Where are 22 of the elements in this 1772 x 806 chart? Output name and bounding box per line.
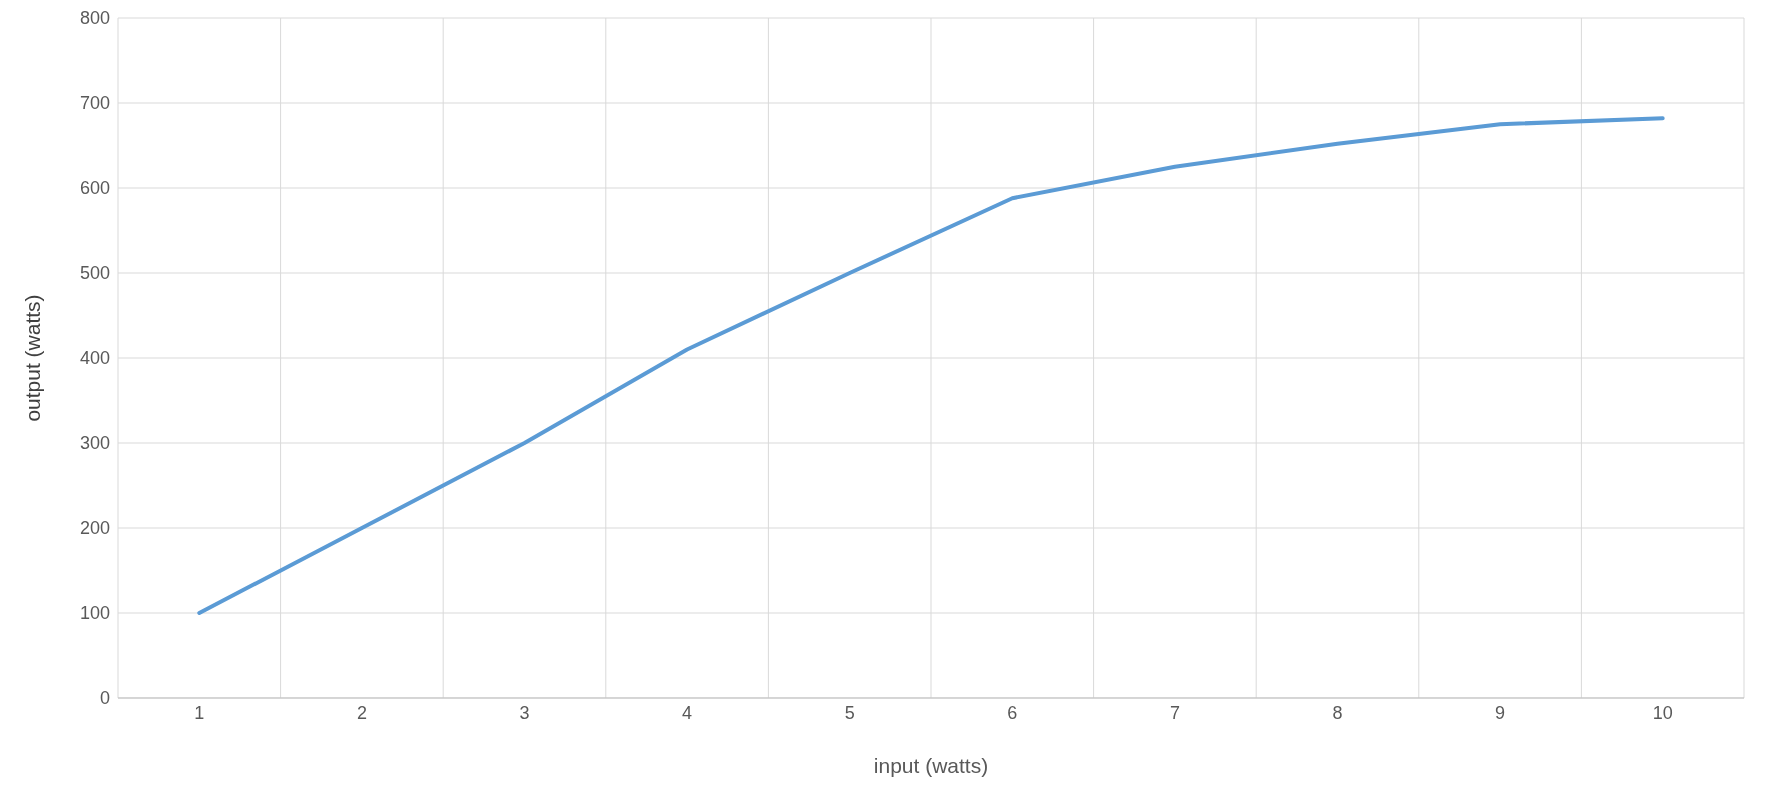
x-tick-label: 2 [356, 702, 367, 723]
y-axis-title: output (watts) [21, 294, 45, 422]
x-axis-title: input (watts) [873, 754, 989, 777]
x-tick-label: 9 [1495, 702, 1506, 723]
x-tick-label: 8 [1332, 702, 1343, 723]
x-tick-label: 1 [194, 702, 205, 723]
y-tick-label: 700 [79, 93, 110, 114]
line-series [197, 116, 1665, 615]
y-tick-label: 100 [79, 603, 110, 624]
y-tick-label: 200 [79, 518, 110, 539]
x-tick-label: 6 [1007, 702, 1018, 723]
x-tick-label: 10 [1652, 702, 1673, 723]
x-tick-label: 5 [844, 702, 855, 723]
x-tick-label: 7 [1169, 702, 1180, 723]
y-tick-label: 500 [79, 263, 110, 284]
y-tick-label: 600 [79, 178, 110, 199]
y-tick-label: 0 [99, 688, 110, 709]
y-tick-label: 300 [79, 433, 110, 454]
y-tick-label: 400 [79, 348, 110, 369]
x-tick-label: 3 [519, 702, 530, 723]
x-tick-label: 4 [682, 702, 693, 723]
y-tick-label: 800 [79, 8, 110, 29]
